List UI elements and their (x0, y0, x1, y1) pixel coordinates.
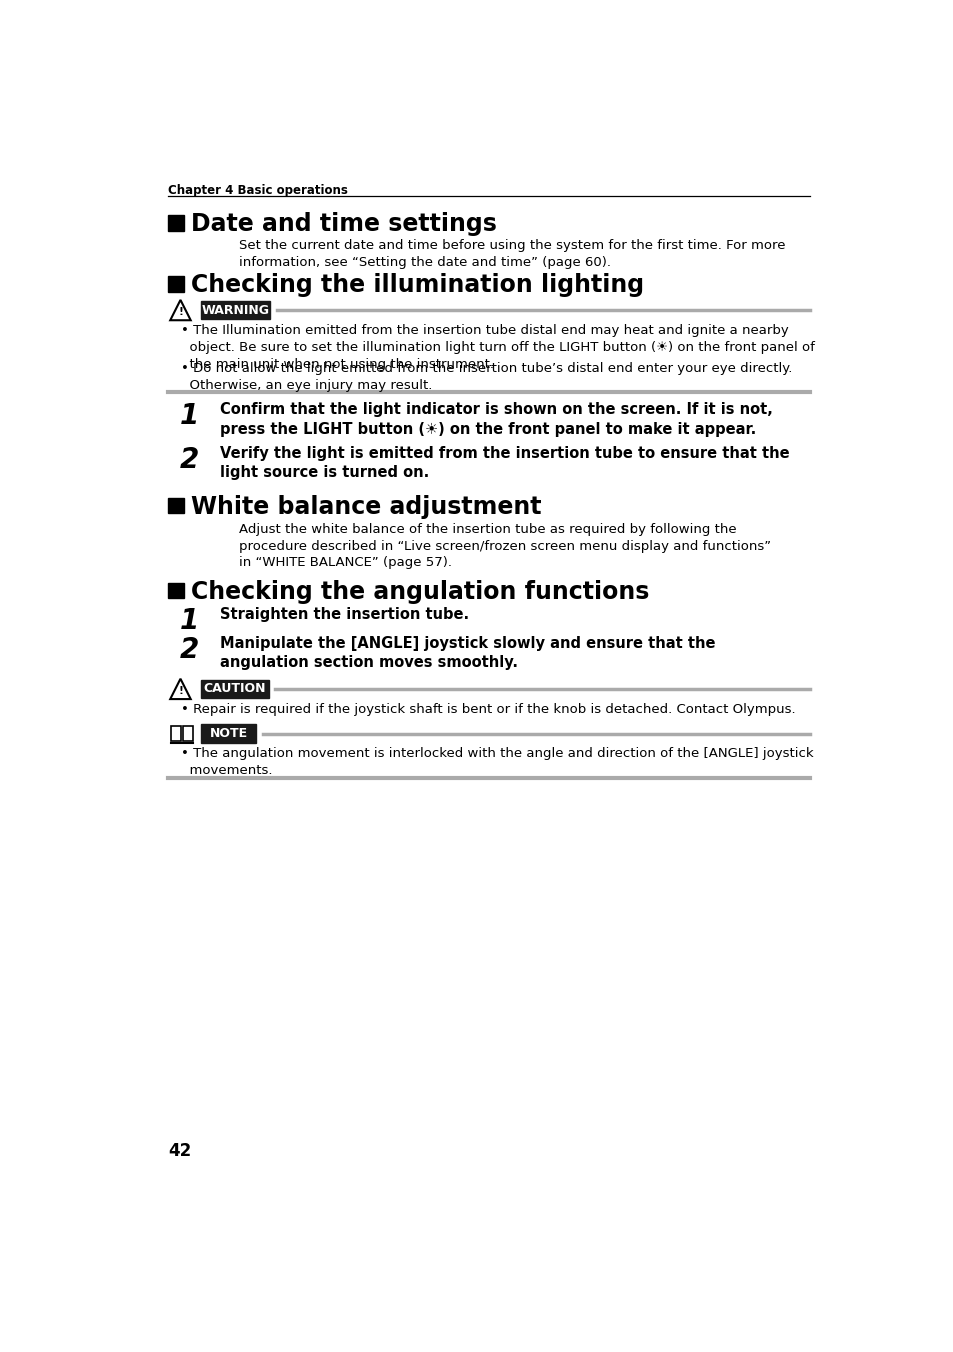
Text: movements.: movements. (181, 764, 273, 777)
Text: Checking the angulation functions: Checking the angulation functions (192, 580, 649, 603)
Text: Chapter 4 Basic operations: Chapter 4 Basic operations (168, 184, 348, 197)
Text: Date and time settings: Date and time settings (192, 212, 497, 237)
Text: in “WHITE BALANCE” (page 57).: in “WHITE BALANCE” (page 57). (239, 557, 452, 569)
Text: light source is turned on.: light source is turned on. (220, 465, 429, 480)
Bar (182, 726, 193, 741)
Text: • The Illumination emitted from the insertion tube distal end may heat and ignit: • The Illumination emitted from the inse… (181, 324, 788, 337)
Text: !: ! (178, 685, 183, 696)
Text: 1: 1 (180, 403, 199, 430)
Text: • Do not allow the light emitted from the insertion tube’s distal end enter your: • Do not allow the light emitted from th… (181, 362, 792, 376)
Text: CAUTION: CAUTION (203, 683, 266, 695)
Text: Checking the illumination lighting: Checking the illumination lighting (192, 273, 644, 297)
Text: Confirm that the light indicator is shown on the screen. If it is not,: Confirm that the light indicator is show… (220, 403, 772, 418)
Text: Manipulate the [ANGLE] joystick slowly and ensure that the: Manipulate the [ANGLE] joystick slowly a… (220, 635, 715, 650)
Text: Adjust the white balance of the insertion tube as required by following the: Adjust the white balance of the insertio… (239, 523, 737, 535)
Bar (168, 215, 183, 231)
Text: Verify the light is emitted from the insertion tube to ensure that the: Verify the light is emitted from the ins… (220, 446, 789, 461)
Text: 1: 1 (180, 607, 199, 635)
Text: press the LIGHT button (☀) on the front panel to make it appear.: press the LIGHT button (☀) on the front … (220, 422, 756, 437)
Text: White balance adjustment: White balance adjustment (192, 495, 541, 519)
Text: 42: 42 (168, 1141, 192, 1160)
Text: 2: 2 (180, 635, 199, 664)
Text: !: ! (178, 307, 183, 316)
Text: procedure described in “Live screen/frozen screen menu display and functions”: procedure described in “Live screen/froz… (239, 539, 771, 553)
Bar (200, 301, 270, 319)
Text: angulation section moves smoothly.: angulation section moves smoothly. (220, 656, 517, 671)
Text: • The angulation movement is interlocked with the angle and direction of the [AN: • The angulation movement is interlocked… (181, 748, 813, 760)
Text: the main unit when not using the instrument.: the main unit when not using the instrum… (181, 358, 494, 370)
Text: • Repair is required if the joystick shaft is bent or if the knob is detached. C: • Repair is required if the joystick sha… (181, 703, 795, 715)
Text: Straighten the insertion tube.: Straighten the insertion tube. (220, 607, 469, 622)
Text: object. Be sure to set the illumination light turn off the LIGHT button (☀) on t: object. Be sure to set the illumination … (181, 341, 814, 354)
Bar (168, 276, 183, 292)
Text: 2: 2 (180, 446, 199, 473)
Bar (171, 726, 181, 741)
Bar (168, 498, 183, 514)
Text: Set the current date and time before using the system for the first time. For mo: Set the current date and time before usi… (239, 239, 785, 253)
Bar (200, 725, 256, 742)
Text: WARNING: WARNING (201, 304, 269, 316)
Text: Otherwise, an eye injury may result.: Otherwise, an eye injury may result. (181, 380, 432, 392)
Bar (168, 583, 183, 598)
Text: NOTE: NOTE (210, 727, 248, 740)
Bar (200, 680, 269, 698)
Text: information, see “Setting the date and time” (page 60).: information, see “Setting the date and t… (239, 256, 611, 269)
